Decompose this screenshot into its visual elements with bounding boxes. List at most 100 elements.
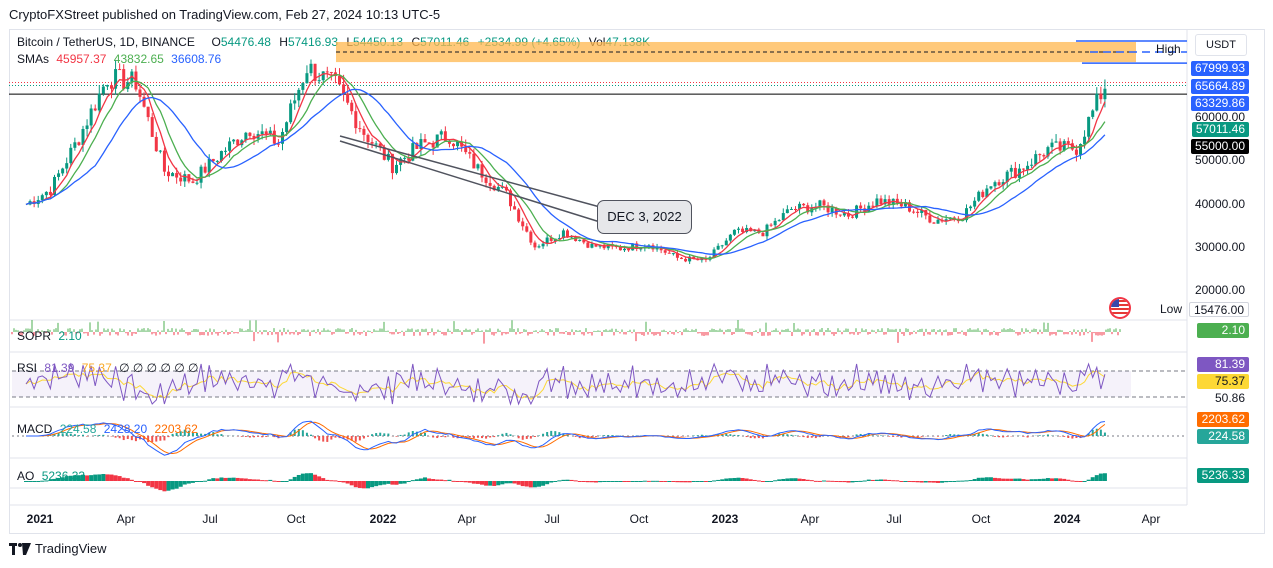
ao-bar [329,480,334,482]
candle-body [301,83,305,90]
candle-body [118,69,122,71]
candle-body [594,243,598,247]
ao-bar [968,480,973,482]
ao-bar [655,480,660,482]
ao-bar [252,479,256,481]
candle-body [403,157,407,159]
ao-bar [899,481,904,482]
ao-bar [724,478,729,481]
ao-bar [256,479,261,481]
candle-body [1054,141,1058,143]
candle-body [879,198,883,205]
x-axis-label: 2022 [369,512,397,526]
candle-body [728,234,732,241]
ao-bar [516,481,521,485]
ao-bar [732,477,737,481]
candle-body [891,198,895,206]
candle-body [281,131,284,144]
ao-bar [691,481,696,482]
candle-body [586,242,590,248]
ao-bar [671,481,676,482]
ao-bar [512,481,517,484]
ao-bar [879,479,883,481]
sma-fast-value: 45957.37 [56,52,107,66]
candle-body [500,186,504,188]
sopr-tag: 2.10 [1197,323,1249,338]
candle-body [114,69,118,89]
candle-body [920,209,924,214]
ao-bar [52,478,57,481]
ao-bar [72,475,77,481]
ao-bar [133,481,138,482]
ao-bar [239,478,244,481]
ao-bar [948,481,953,482]
ao-bar [370,481,375,488]
ao-bar [337,481,342,482]
ao-bar [317,476,322,481]
tradingview-logo[interactable]: TradingView [9,541,107,556]
ao-bar [101,474,106,481]
macd-signal-tag: 2203.62 [1197,412,1249,427]
ao-bar [1078,481,1083,482]
candle-body [407,157,411,161]
ao-bar [93,474,98,481]
low-price-tag: 15476.00 [1188,302,1249,317]
ao-bar [504,481,509,484]
candle-body [899,203,903,207]
ao-bar [874,479,879,481]
candle-body [431,142,435,148]
ao-bar [602,481,607,482]
ao-bar [907,481,912,482]
ao-bar [944,481,949,483]
candle-body [354,111,358,129]
x-axis-label: Oct [971,512,991,526]
candle-body [419,139,423,149]
ao-bar [480,481,484,485]
ao-bar [960,480,965,482]
candle-body [411,143,415,161]
ao-bar [903,481,908,482]
ao-bar [1090,477,1095,481]
x-axis-label: 2021 [26,512,54,526]
candle-body [826,205,830,213]
ao-bar [150,481,155,488]
candle-body [944,219,948,222]
ao-bar [936,481,940,483]
x-axis-label: Apr [1141,512,1161,526]
candle-body [635,243,639,249]
ao-bar [931,481,936,483]
rsi-empty-values: ∅ ∅ ∅ ∅ ∅ ∅ [119,361,199,375]
candle-body [1046,147,1050,157]
candle-body [447,140,451,144]
candle-body [675,253,679,258]
ao-bar [976,477,981,481]
candle-body [688,256,692,262]
candle-body [1066,141,1070,144]
us-flag-icon[interactable] [1108,296,1132,320]
ao-bar [769,480,774,482]
candle-body [171,173,175,177]
ao-bar [813,480,818,482]
candle-body [329,72,333,74]
ao-bar [720,479,725,481]
price-tick: 40000.00 [1194,197,1245,211]
ao-bar [353,481,358,488]
candle-body [199,166,203,183]
x-axis-label: Apr [800,512,820,526]
ao-bar [557,480,562,482]
candle-body [488,182,492,186]
currency-button[interactable]: USDT [1195,34,1247,56]
level-price-tag: 55000.00 [1190,139,1249,154]
sma-legend[interactable]: SMAs 45957.37 43832.65 36608.76 [17,52,221,66]
candle-body [794,208,797,210]
ao-bar [459,481,464,482]
ao-bar [374,481,379,487]
ao-bar [272,480,277,482]
candle-body [509,190,512,207]
ao-bar [585,481,590,483]
candle-body [203,166,207,173]
ao-bar [89,475,94,481]
ao-bar [972,479,977,481]
ao-bar [606,481,611,482]
